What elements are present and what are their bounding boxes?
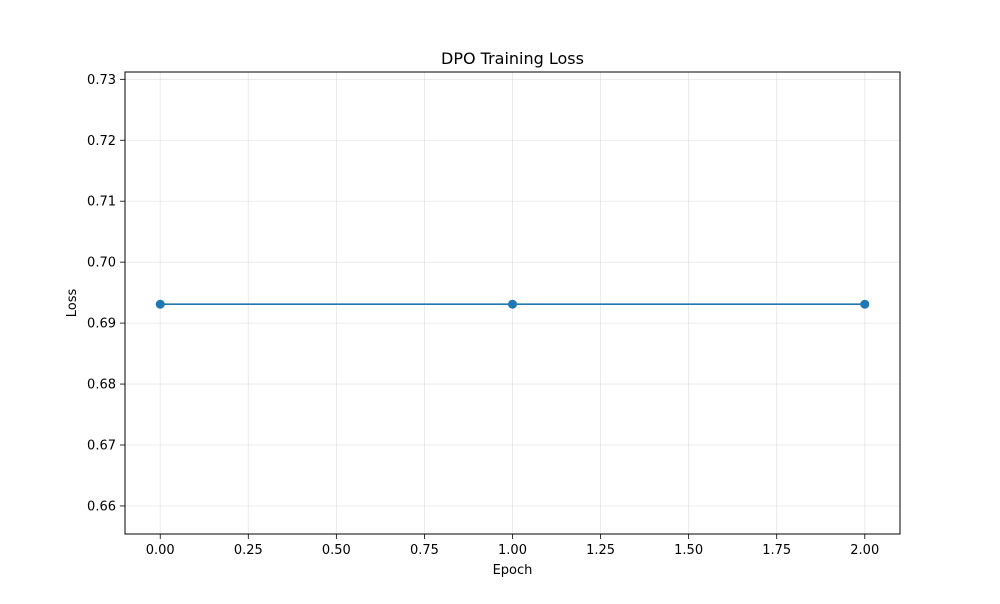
x-tick-label: 2.00 [850,543,879,558]
x-tick-label: 0.00 [146,543,175,558]
y-tick-label: 0.70 [87,256,116,271]
y-tick-label: 0.67 [87,439,116,454]
data-point [155,299,165,309]
x-tick-label: 1.50 [674,543,703,558]
x-tick-label: 0.25 [234,543,263,558]
series-group [155,299,870,309]
x-tick-label: 0.75 [410,543,439,558]
chart-title: DPO Training Loss [441,49,584,68]
data-point [508,299,517,309]
y-tick-label: 0.73 [87,73,116,88]
x-axis-ticks: 0.00 0.25 0.50 0.75 1.00 1.25 1.50 1.75 2.00 [146,534,879,558]
x-tick-label: 0.50 [322,543,351,558]
plot-frame [124,71,901,535]
x-tick-label: 1.00 [498,543,527,558]
y-tick-label: 0.71 [87,195,116,210]
grid [125,72,900,534]
data-point [860,299,870,309]
y-axis-ticks: 0.66 0.67 0.68 0.69 0.70 0.71 0.72 0.73 [87,73,125,514]
y-tick-label: 0.72 [87,134,116,149]
y-tick-label: 0.68 [87,378,116,393]
y-tick-label: 0.69 [87,317,116,332]
x-tick-label: 1.75 [762,543,791,558]
x-axis-label: Epoch [493,563,533,578]
x-tick-label: 1.25 [586,543,615,558]
y-axis-label: Loss [65,289,80,318]
y-tick-label: 0.66 [87,499,116,514]
